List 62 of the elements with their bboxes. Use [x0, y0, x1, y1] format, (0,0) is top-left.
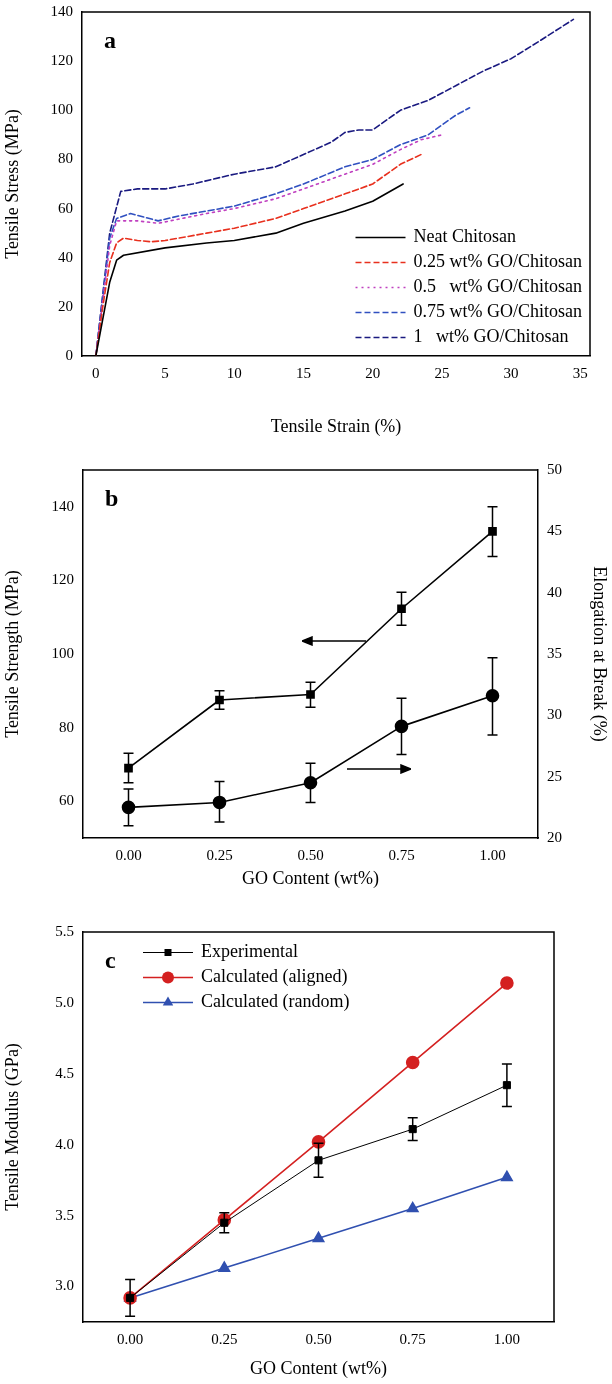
- y-tick-label: 60: [58, 199, 73, 216]
- annotation: a: [104, 27, 116, 54]
- y-tick-label: 140: [50, 2, 73, 19]
- y2-axis-title: Elongation at Break (%): [589, 566, 611, 742]
- x-axis-title: Tensile Strain (%): [270, 415, 402, 437]
- y-tick-label: 100: [50, 101, 73, 118]
- y-axis-title: Tensile Modulus (GPa): [1, 1043, 23, 1211]
- legend-label: Experimental: [201, 941, 298, 962]
- x-tick-label: 1.00: [493, 1330, 521, 1347]
- x-tick-label: 0.00: [115, 846, 142, 863]
- x-tick-label: 35: [572, 364, 588, 381]
- x-tick-label: 0.25: [206, 846, 233, 863]
- y2-tick-label: 40: [547, 583, 562, 600]
- y-tick-label: 120: [51, 571, 74, 588]
- y-axis-title: Tensile Stress (MPa): [1, 109, 23, 259]
- y-tick-label: 5.5: [55, 922, 74, 939]
- annotation: b: [105, 485, 119, 512]
- legend-label: 0.25 wt% GO/Chitosan: [413, 251, 582, 272]
- y-tick-label: 3.0: [55, 1277, 74, 1294]
- x-tick-label: 0.00: [116, 1330, 144, 1347]
- x-tick-label: 1.00: [479, 846, 506, 863]
- y-tick-label: 5.0: [55, 993, 74, 1010]
- y-tick-label: 0: [65, 346, 73, 363]
- y-tick-label: 140: [51, 497, 74, 514]
- y2-tick-label: 30: [547, 706, 562, 723]
- y-tick-label: 100: [51, 644, 74, 661]
- legend-label: 0.5 wt% GO/Chitosan: [413, 276, 582, 297]
- y-tick-label: 20: [58, 297, 73, 314]
- y-tick-label: 120: [50, 52, 73, 69]
- y-axis-title: Tensile Strength (MPa): [1, 570, 23, 738]
- x-axis-title: GO Content (wt%): [242, 867, 379, 889]
- annotation: c: [105, 947, 116, 974]
- x-tick-label: 0.75: [388, 846, 415, 863]
- y-tick-label: 4.5: [55, 1064, 74, 1081]
- y2-tick-label: 45: [547, 522, 562, 539]
- y2-tick-label: 50: [547, 460, 562, 477]
- y-tick-label: 40: [58, 248, 73, 265]
- x-tick-label: 20: [365, 364, 381, 381]
- y2-tick-label: 20: [547, 828, 562, 845]
- x-tick-label: 10: [226, 364, 242, 381]
- legend-label: Calculated (random): [201, 991, 350, 1013]
- x-tick-label: 5: [161, 364, 169, 381]
- x-tick-label: 0: [92, 364, 100, 381]
- legend-label: Neat Chitosan: [413, 226, 516, 247]
- x-tick-label: 25: [434, 364, 450, 381]
- x-tick-label: 0.50: [297, 846, 324, 863]
- y-tick-label: 80: [59, 718, 74, 735]
- y-tick-label: 60: [59, 792, 74, 809]
- y-tick-label: 3.5: [55, 1206, 74, 1223]
- legend-label: Calculated (aligned): [201, 966, 348, 988]
- y2-tick-label: 35: [547, 644, 562, 661]
- legend-label: 0.75 wt% GO/Chitosan: [413, 301, 582, 322]
- y-tick-label: 80: [58, 150, 73, 167]
- y-tick-label: 4.0: [55, 1135, 74, 1152]
- legend-label: 1 wt% GO/Chitosan: [413, 326, 569, 347]
- x-tick-label: 0.25: [211, 1330, 238, 1347]
- x-tick-label: 0.50: [305, 1330, 332, 1347]
- x-axis-title: GO Content (wt%): [250, 1357, 387, 1379]
- x-tick-label: 0.75: [399, 1330, 426, 1347]
- x-tick-label: 15: [295, 364, 311, 381]
- x-tick-label: 30: [503, 364, 519, 381]
- y2-tick-label: 25: [547, 767, 562, 784]
